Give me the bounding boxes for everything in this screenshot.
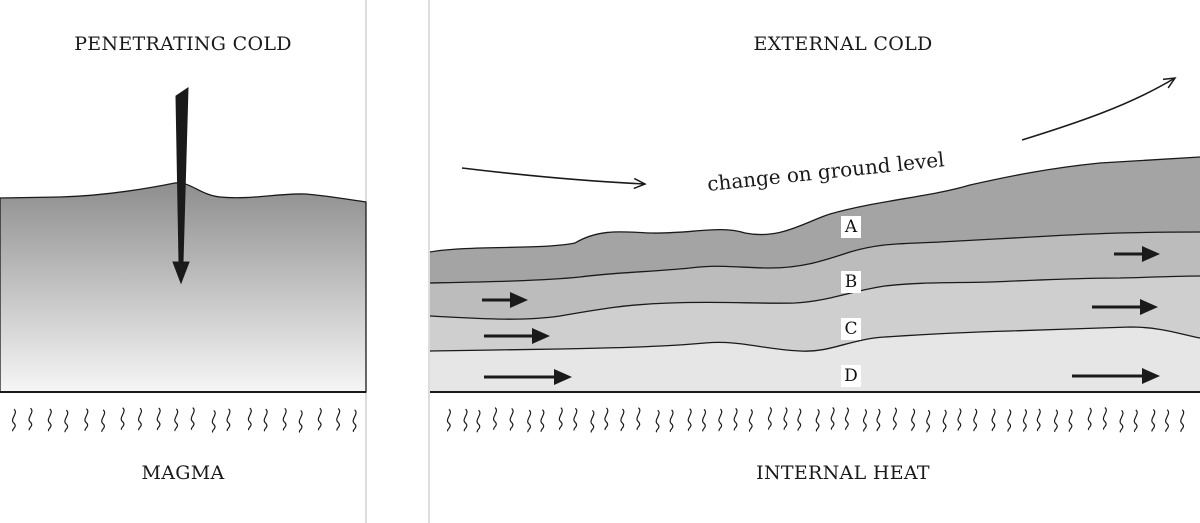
magma-label: MAGMA: [141, 462, 225, 484]
heat-squiggle: [226, 408, 231, 432]
heat-squiggle: [1180, 409, 1185, 433]
heat-squiggle: [47, 408, 52, 432]
heat-squiggle: [1053, 409, 1058, 433]
magma-squiggles: [11, 407, 357, 433]
heat-squiggle: [1119, 409, 1124, 433]
heat-squiggle: [509, 407, 514, 431]
heat-squiggle: [211, 409, 216, 433]
heat-squiggle: [493, 407, 498, 431]
heat-squiggle: [862, 408, 867, 432]
layer-label-c: C: [841, 318, 861, 340]
layer-label-a: A: [841, 216, 861, 238]
penetrating-cold-title: PENETRATING COLD: [74, 33, 292, 55]
external-cold-title: EXTERNAL COLD: [753, 33, 933, 55]
layer-d: [430, 327, 1200, 392]
heat-squiggle: [298, 409, 303, 433]
heat-squiggle: [636, 407, 641, 431]
heat-squiggle: [336, 408, 341, 431]
heat-squiggle: [64, 409, 69, 433]
heat-squiggle: [156, 407, 161, 431]
layer-label-d: D: [841, 365, 861, 387]
heat-squiggle: [973, 408, 978, 432]
heat-squiggle: [604, 407, 609, 431]
heat-squiggle: [669, 409, 674, 433]
heat-squiggle: [783, 407, 788, 431]
heat-squiggle: [748, 409, 753, 432]
heat-squiggle: [282, 407, 287, 431]
heat-squiggle: [1036, 408, 1041, 432]
flow-arrow: [484, 369, 572, 385]
flow-arrow: [482, 292, 528, 308]
flow-arrow: [1092, 299, 1158, 315]
heat-squiggle: [101, 409, 106, 433]
heat-squiggle: [446, 408, 451, 432]
heat-squiggle: [942, 409, 947, 433]
heat-squiggle: [317, 407, 322, 431]
ground-level-line: [429, 156, 1200, 253]
heat-squiggle: [590, 409, 595, 433]
heat-squiggle: [28, 407, 33, 431]
heat-squiggle: [247, 407, 252, 431]
penetrating-cold-arrow: [172, 87, 190, 285]
flow-arrow: [1072, 368, 1160, 384]
heat-squiggle: [1133, 409, 1138, 433]
heat-squiggle: [655, 409, 660, 433]
heat-squiggle: [137, 407, 142, 431]
boundary-cd: [429, 326, 1200, 352]
left-panel-diagram: [0, 87, 367, 433]
flow-arrow: [484, 328, 550, 344]
heat-squiggle: [11, 408, 16, 432]
heat-squiggle: [352, 409, 357, 433]
heat-squiggle: [1151, 408, 1156, 432]
heat-squiggle: [911, 408, 916, 432]
external-cold-arrow-left: [461, 167, 647, 190]
internal-heat-squiggles: [446, 407, 1185, 433]
heat-squiggle: [926, 409, 931, 433]
heat-squiggle: [702, 408, 707, 432]
flow-arrow: [1114, 246, 1160, 262]
heat-squiggle: [174, 408, 179, 432]
ground-cross-section: [0, 182, 367, 393]
heat-squiggle: [1068, 409, 1073, 433]
heat-squiggle: [190, 407, 195, 431]
heat-squiggle: [687, 408, 692, 432]
heat-squiggle: [1087, 407, 1092, 431]
heat-squiggle: [1022, 409, 1027, 432]
heat-squiggle: [991, 408, 996, 432]
heat-squiggle: [540, 409, 545, 433]
heat-squiggle: [620, 408, 625, 432]
heat-squiggle: [558, 407, 563, 431]
boundary-ab: [429, 231, 1200, 284]
heat-squiggle: [957, 408, 962, 431]
external-cold-arrow-right: [1021, 77, 1177, 141]
right-panel-diagram: change on ground level: [429, 77, 1200, 433]
heat-squiggle: [733, 407, 738, 431]
heat-squiggle: [1007, 409, 1012, 432]
heat-squiggle: [892, 407, 897, 431]
heat-squiggle: [767, 407, 772, 430]
heat-squiggle: [797, 408, 802, 432]
ground-level-label: change on ground level: [706, 147, 945, 196]
heat-squiggle: [876, 408, 881, 432]
heat-squiggle: [527, 409, 532, 433]
heat-squiggle: [120, 407, 125, 431]
heat-squiggle: [815, 408, 820, 432]
heat-squiggle: [84, 408, 89, 432]
heat-squiggle: [263, 408, 268, 432]
heat-squiggle: [463, 408, 468, 432]
heat-squiggle: [1102, 407, 1107, 430]
boundary-bc: [429, 275, 1200, 320]
heat-squiggle: [1165, 409, 1170, 433]
heat-squiggle: [476, 409, 481, 433]
internal-heat-label: INTERNAL HEAT: [756, 462, 930, 484]
heat-squiggle: [844, 407, 849, 431]
heat-squiggle: [830, 407, 835, 430]
heat-squiggle: [718, 408, 723, 432]
heat-squiggle: [573, 407, 578, 431]
layer-label-b: B: [841, 271, 861, 293]
